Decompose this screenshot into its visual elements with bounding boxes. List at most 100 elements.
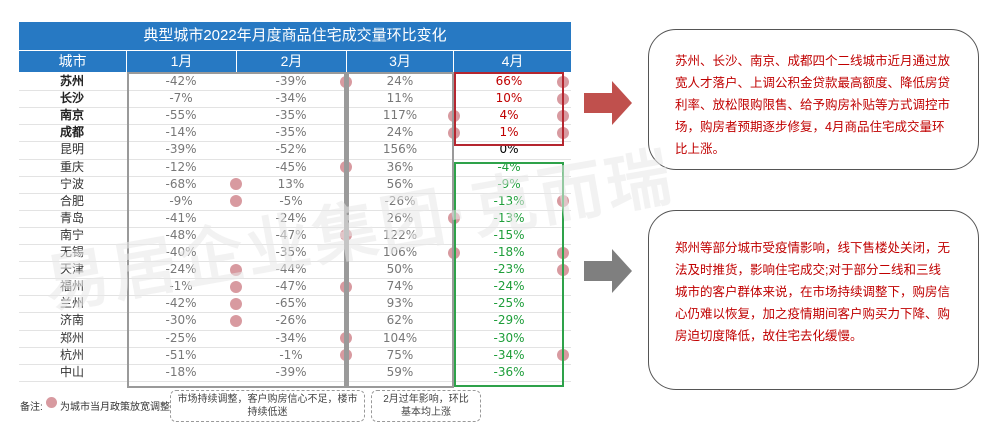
row-divider — [19, 124, 571, 126]
policy-dot — [230, 195, 242, 208]
value-cell: 13% — [277, 176, 305, 191]
value-cell: 56% — [386, 176, 414, 191]
row-divider — [19, 141, 571, 143]
city-label: 福州 — [60, 279, 85, 294]
value-cell: 117% — [382, 108, 418, 123]
row-divider — [19, 158, 571, 160]
value-cell: -24% — [493, 279, 525, 294]
row-divider — [19, 175, 571, 177]
value-cell: -34% — [493, 347, 525, 362]
policy-dot — [230, 178, 242, 191]
city-label: 成都 — [60, 125, 85, 140]
value-cell: 11% — [386, 91, 414, 106]
city-label: 南京 — [60, 108, 85, 123]
city-label: 中山 — [60, 364, 85, 379]
value-cell: -52% — [275, 142, 307, 157]
city-label: 苏州 — [60, 74, 85, 88]
city-label: 合肥 — [60, 193, 85, 208]
value-cell: -39% — [275, 74, 307, 88]
value-cell: -48% — [165, 227, 197, 242]
row-divider — [19, 192, 571, 194]
value-cell: -45% — [275, 159, 307, 174]
header-feb: 2月 — [237, 51, 346, 72]
value-cell: 62% — [386, 313, 414, 328]
city-label: 兰州 — [60, 296, 85, 311]
value-cell: -25% — [165, 330, 197, 345]
value-cell: -39% — [275, 364, 307, 379]
value-cell: 122% — [382, 227, 418, 242]
value-cell: -40% — [165, 245, 197, 259]
value-cell: -9% — [169, 193, 193, 208]
row-divider — [19, 90, 571, 92]
value-cell: -36% — [493, 364, 525, 379]
arrow-gray-icon — [584, 249, 632, 293]
value-cell: -7% — [169, 91, 193, 106]
city-label: 昆明 — [60, 142, 85, 157]
value-cell: -12% — [165, 159, 197, 174]
value-cell: -30% — [165, 313, 197, 328]
value-cell: -18% — [165, 364, 197, 379]
value-cell: -34% — [275, 91, 307, 106]
positive-growth-frame — [454, 72, 564, 146]
row-divider — [19, 312, 571, 314]
city-label: 济南 — [60, 313, 85, 328]
value-cell: -5% — [279, 193, 303, 208]
value-cell: -55% — [165, 108, 197, 123]
city-label: 无锡 — [60, 245, 85, 259]
value-cell: -29% — [493, 313, 525, 328]
city-label: 杭州 — [60, 347, 85, 362]
value-cell: -42% — [165, 296, 197, 311]
value-cell: -35% — [275, 245, 307, 259]
policy-dot — [230, 314, 242, 327]
arrow-red-icon — [584, 81, 632, 125]
value-cell: -41% — [165, 210, 197, 225]
value-cell: 4% — [499, 108, 519, 123]
explanation-box-negative: 郑州等部分城市受疫情影响，线下售楼处关闭，无法及时推货，影响住宅成交;对于部分二… — [648, 210, 979, 390]
value-cell: -24% — [165, 262, 197, 277]
value-cell: 24% — [386, 74, 414, 88]
value-cell: 93% — [386, 296, 414, 311]
value-cell: -9% — [497, 176, 521, 191]
row-divider — [19, 209, 571, 211]
callout-jan-feb: 市场持续调整，客户购房信心不足，楼市持续低迷 — [170, 390, 365, 422]
explanation-box-positive: 苏州、长沙、南京、成都四个二线城市近月通过放宽人才落户、上调公积金贷款最高额度、… — [648, 29, 979, 170]
row-divider — [19, 295, 571, 297]
header-city: 城市 — [19, 51, 126, 72]
policy-dot-legend — [46, 397, 57, 408]
value-cell: 26% — [386, 210, 414, 225]
note-prefix: 备注: — [20, 402, 43, 413]
value-cell: 1% — [499, 125, 519, 140]
city-label: 长沙 — [60, 91, 85, 106]
value-cell: 24% — [386, 125, 414, 140]
value-cell: -30% — [493, 330, 525, 345]
row-divider — [19, 380, 571, 382]
value-cell: -42% — [165, 74, 197, 88]
policy-dot — [230, 297, 242, 310]
city-label: 青岛 — [60, 210, 85, 225]
row-divider — [19, 261, 571, 263]
value-cell: -26% — [275, 313, 307, 328]
value-cell: 156% — [382, 142, 418, 157]
row-divider — [19, 278, 571, 280]
value-cell: 50% — [386, 262, 414, 277]
row-divider — [19, 226, 571, 228]
value-cell: -24% — [275, 210, 307, 225]
value-cell: -65% — [275, 296, 307, 311]
value-cell: 74% — [386, 279, 414, 294]
value-cell: -34% — [275, 330, 307, 345]
value-cell: -25% — [493, 296, 525, 311]
value-cell: -26% — [384, 193, 416, 208]
mar-frame — [346, 72, 454, 388]
value-cell: -47% — [275, 227, 307, 242]
value-cell: 59% — [386, 364, 414, 379]
header-apr: 4月 — [454, 51, 571, 72]
value-cell: -47% — [275, 279, 307, 294]
value-cell: 106% — [382, 245, 418, 259]
value-cell: -1% — [279, 347, 303, 362]
row-divider — [19, 244, 571, 245]
negative-growth-frame — [454, 162, 564, 387]
row-divider — [19, 363, 571, 365]
city-label: 重庆 — [60, 159, 85, 174]
header-jan: 1月 — [127, 51, 236, 72]
row-divider — [19, 346, 571, 348]
